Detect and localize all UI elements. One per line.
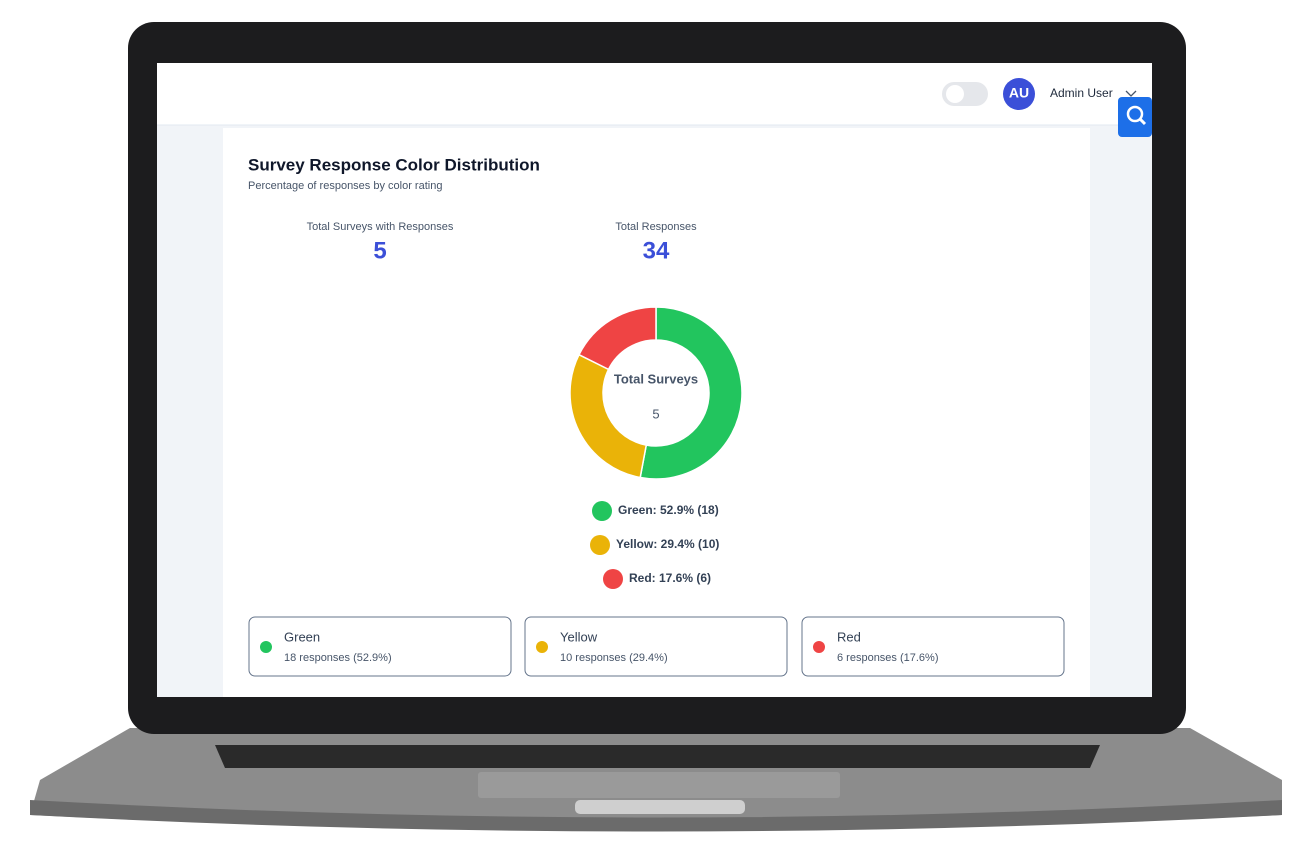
legend-label: Red: 17.6% (6): [629, 571, 711, 585]
card-title: Survey Response Color Distribution: [248, 155, 540, 174]
search-icon-handle: [1138, 117, 1147, 126]
legend-swatch: [590, 535, 610, 555]
summary-name: Green: [284, 629, 320, 644]
summary-dot: [536, 641, 548, 653]
avatar-initials: AU: [1009, 85, 1029, 101]
summary-detail: 18 responses (52.9%): [284, 652, 392, 664]
legend-label: Yellow: 29.4% (10): [616, 537, 719, 551]
trackpad: [478, 772, 840, 798]
summary-card: [801, 616, 1065, 677]
summary-detail: 10 responses (29.4%): [560, 652, 668, 664]
card-subtitle: Percentage of responses by color rating: [248, 180, 442, 192]
user-name[interactable]: Admin User: [1050, 86, 1113, 100]
summary-name: Red: [837, 629, 861, 644]
stat-value: 34: [643, 237, 670, 264]
legend-swatch: [592, 501, 612, 521]
stat-value: 5: [373, 237, 386, 264]
summary-dot: [260, 641, 272, 653]
summary-name: Yellow: [560, 629, 598, 644]
user-menu-chevron[interactable]: [1125, 90, 1137, 97]
donut-center-label: Total Surveys: [614, 371, 698, 386]
summary-detail: 6 responses (17.6%): [837, 652, 939, 664]
donut-slice: [639, 306, 743, 480]
search-button[interactable]: [1118, 97, 1152, 137]
summary-card: [524, 616, 788, 677]
summary-card: [248, 616, 512, 677]
keyboard: [215, 745, 1100, 768]
legend-swatch: [603, 569, 623, 589]
stat-label: Total Surveys with Responses: [307, 221, 454, 233]
card: [223, 128, 1090, 697]
donut-center-value: 5: [652, 406, 659, 421]
donut-slice: [578, 306, 657, 371]
toggle-knob: [946, 85, 964, 103]
top-bar: [157, 63, 1152, 125]
stat-label: Total Responses: [615, 221, 697, 233]
avatar[interactable]: [1003, 78, 1035, 110]
notch: [575, 800, 745, 814]
search-icon: [1126, 105, 1144, 123]
laptop-edge: [30, 800, 1282, 832]
legend-label: Green: 52.9% (18): [618, 503, 719, 517]
summary-dot: [813, 641, 825, 653]
